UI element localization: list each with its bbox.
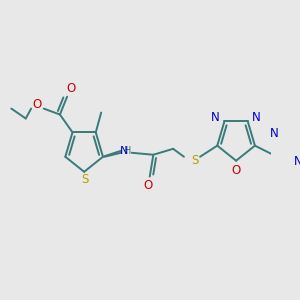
Text: N: N <box>294 155 300 168</box>
Text: N: N <box>252 111 261 124</box>
Text: O: O <box>232 164 241 177</box>
Text: H: H <box>124 146 132 156</box>
Text: S: S <box>191 154 198 167</box>
Text: N: N <box>270 127 279 140</box>
Text: N: N <box>211 111 220 124</box>
Text: S: S <box>81 173 89 186</box>
Text: O: O <box>66 82 75 95</box>
Text: O: O <box>143 179 153 192</box>
Text: O: O <box>33 98 42 111</box>
Text: N: N <box>119 146 128 156</box>
